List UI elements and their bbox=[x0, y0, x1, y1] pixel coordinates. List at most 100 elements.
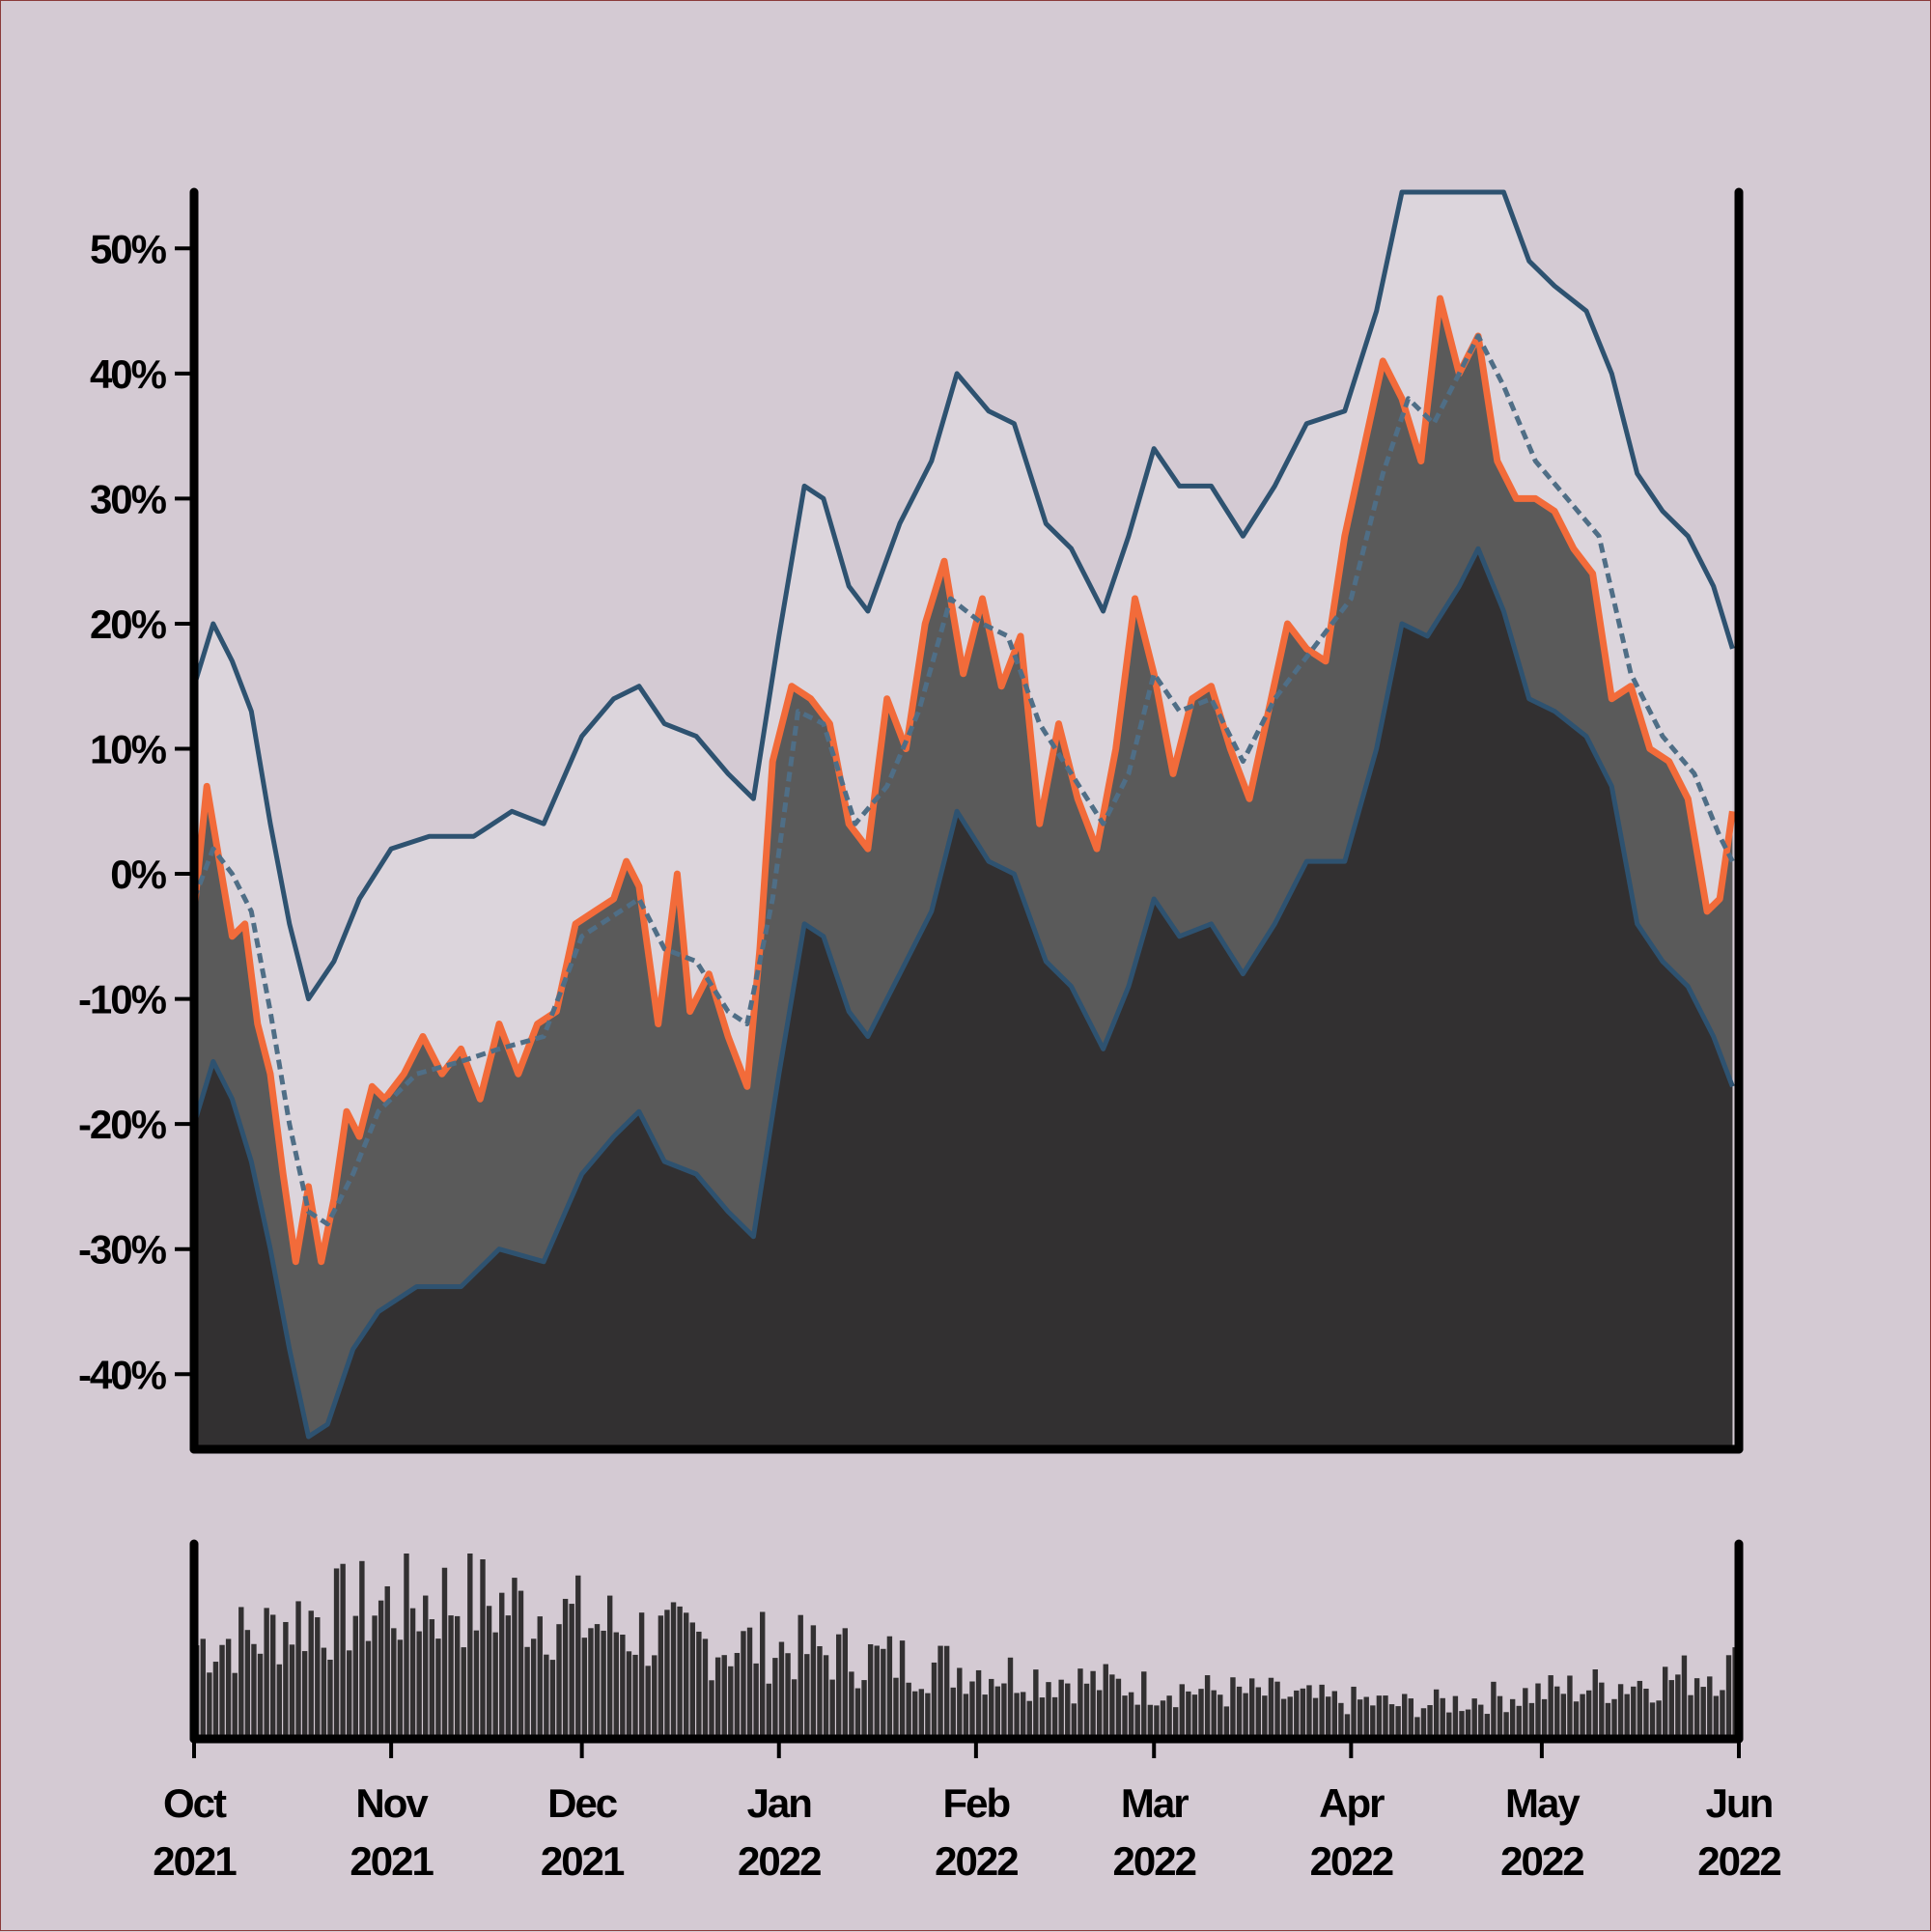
volume-bar bbox=[1580, 1694, 1585, 1739]
volume-bar bbox=[1554, 1686, 1560, 1739]
volume-bar bbox=[575, 1575, 581, 1739]
volume-bar bbox=[1497, 1695, 1503, 1739]
volume-bar bbox=[772, 1658, 778, 1739]
volume-bar bbox=[512, 1578, 518, 1739]
volume-bar bbox=[829, 1679, 835, 1739]
upper-band-line bbox=[191, 189, 1735, 1002]
y-tick-label: 30% bbox=[90, 476, 167, 521]
volume-bar bbox=[505, 1615, 512, 1739]
price-panel: 50% 40% 30% 20% 10% 0% -10% -20% -30% -40% bbox=[78, 187, 1744, 1454]
volume-bar bbox=[1503, 1712, 1509, 1739]
volume-bar bbox=[1414, 1717, 1420, 1739]
volume-bar bbox=[938, 1645, 943, 1739]
volume-bar bbox=[461, 1647, 466, 1739]
volume-bar bbox=[549, 1660, 556, 1739]
volume-bar bbox=[1478, 1704, 1484, 1739]
volume-bar bbox=[289, 1644, 295, 1739]
volume-bar bbox=[1083, 1683, 1090, 1739]
volume-bar bbox=[1204, 1675, 1211, 1739]
volume-bar bbox=[352, 1615, 359, 1739]
volume-bar bbox=[1624, 1694, 1630, 1739]
volume-bar bbox=[1452, 1695, 1459, 1739]
volume-bar bbox=[1541, 1698, 1548, 1739]
volume-bar bbox=[556, 1624, 562, 1739]
volume-bar bbox=[969, 1681, 975, 1739]
volume-bar bbox=[1491, 1681, 1497, 1739]
x-tick-year: 2021 bbox=[350, 1838, 434, 1884]
volume-bar bbox=[1656, 1700, 1662, 1739]
volume-bar bbox=[1363, 1696, 1369, 1739]
volume-bar bbox=[212, 1662, 219, 1739]
volume-bar bbox=[1001, 1683, 1007, 1739]
y-tick-label: 20% bbox=[90, 602, 167, 647]
volume-bar bbox=[689, 1622, 695, 1739]
y-tick-label: -10% bbox=[78, 977, 167, 1022]
volume-bar bbox=[645, 1666, 651, 1739]
volume-bar bbox=[1071, 1703, 1077, 1739]
volume-bar bbox=[1109, 1674, 1115, 1739]
x-tick-month: Mar bbox=[1121, 1780, 1189, 1826]
volume-bar bbox=[1388, 1704, 1395, 1739]
volume-bar bbox=[918, 1689, 925, 1739]
volume-bar bbox=[714, 1657, 721, 1739]
volume-bar bbox=[728, 1666, 734, 1739]
volume-bar bbox=[1255, 1687, 1261, 1739]
volume-bar bbox=[588, 1628, 594, 1739]
volume-bar bbox=[404, 1554, 409, 1739]
volume-bar bbox=[1402, 1694, 1408, 1739]
volume-bar bbox=[301, 1651, 308, 1739]
volume-bar bbox=[1637, 1680, 1643, 1739]
volume-bar bbox=[200, 1638, 206, 1739]
volume-panel bbox=[189, 1539, 1744, 1744]
volume-bar bbox=[899, 1640, 906, 1739]
volume-bar bbox=[251, 1643, 257, 1739]
volume-bar bbox=[492, 1632, 498, 1739]
volume-bar bbox=[1675, 1674, 1681, 1739]
volume-bar bbox=[1725, 1655, 1732, 1739]
volume-bar bbox=[1179, 1684, 1185, 1739]
volume-bar bbox=[638, 1612, 645, 1739]
volume-bar bbox=[480, 1559, 486, 1739]
volume-bar bbox=[760, 1611, 766, 1739]
volume-bar bbox=[530, 1638, 537, 1739]
volume-bar bbox=[931, 1662, 938, 1739]
x-tick-month: May bbox=[1505, 1780, 1581, 1826]
volume-bar bbox=[454, 1615, 461, 1739]
volume-bar bbox=[975, 1669, 982, 1739]
volume-bar bbox=[1172, 1707, 1179, 1739]
x-tick-year: 2022 bbox=[935, 1838, 1018, 1884]
volume-bar bbox=[1585, 1690, 1592, 1739]
x-tick-month: Dec bbox=[547, 1780, 618, 1826]
volume-bar bbox=[842, 1628, 848, 1739]
volume-bar bbox=[1274, 1681, 1280, 1739]
volume-bar bbox=[1065, 1683, 1071, 1739]
volume-bar bbox=[1688, 1694, 1693, 1739]
volume-bar bbox=[1351, 1686, 1357, 1739]
volume-bar bbox=[1693, 1678, 1700, 1739]
x-tick-month: Nov bbox=[355, 1780, 429, 1826]
volume-bar bbox=[295, 1601, 301, 1739]
volume-bar bbox=[1713, 1695, 1720, 1739]
volume-bar bbox=[1077, 1668, 1083, 1739]
volume-bar bbox=[613, 1632, 619, 1739]
volume-bar bbox=[441, 1567, 448, 1739]
y-tick-label: 0% bbox=[110, 852, 166, 897]
volume-bar bbox=[264, 1608, 269, 1739]
volume-bar bbox=[1700, 1687, 1706, 1739]
volume-bar bbox=[1649, 1702, 1656, 1739]
volume-bar bbox=[1707, 1676, 1713, 1739]
volume-bar bbox=[943, 1645, 950, 1739]
volume-bar bbox=[994, 1686, 1001, 1739]
volume-bar bbox=[652, 1655, 658, 1739]
volume-bar bbox=[1395, 1706, 1401, 1739]
x-tick-month: Oct bbox=[163, 1780, 227, 1826]
volume-bar bbox=[518, 1590, 524, 1739]
volume-bar bbox=[569, 1604, 574, 1739]
moving-average-line bbox=[191, 333, 1735, 1227]
volume-bar bbox=[709, 1680, 714, 1739]
volume-bar bbox=[741, 1631, 746, 1739]
volume-bar bbox=[276, 1664, 282, 1739]
volume-bar bbox=[1115, 1678, 1122, 1739]
